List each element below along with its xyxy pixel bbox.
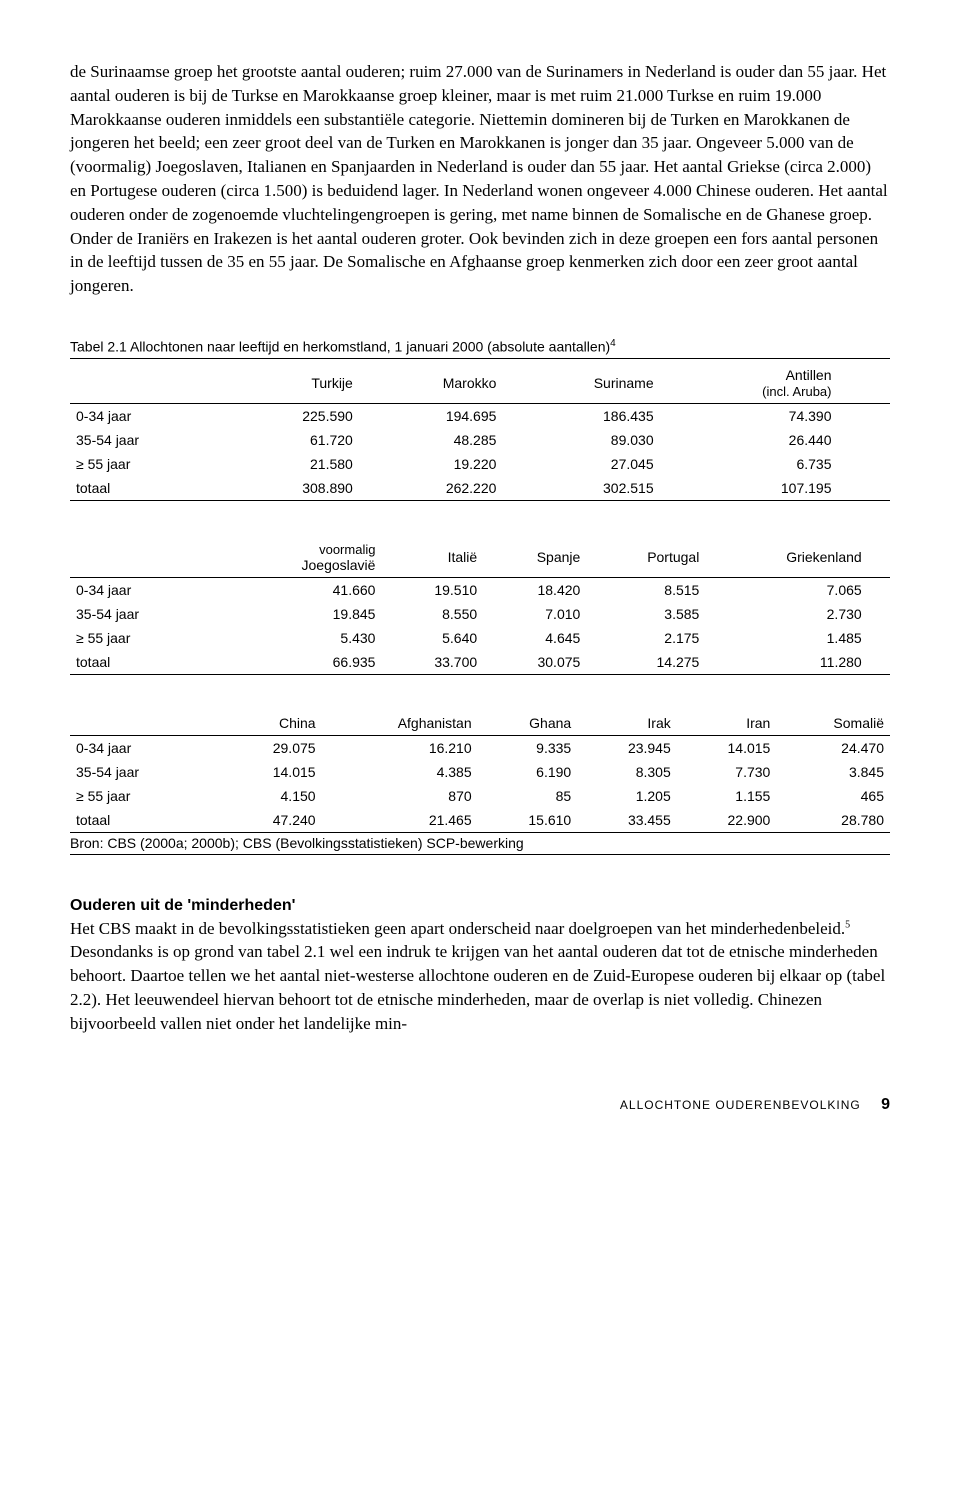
table-row: 35-54 jaar 14.0154.385 6.1908.305 7.7303…	[70, 760, 890, 784]
table-row: totaal 308.890262.220 302.515107.195	[70, 476, 890, 501]
table-row: 35-54 jaar 19.8458.550 7.0103.585 2.730	[70, 602, 890, 626]
col-subheader: (incl. Aruba)	[762, 384, 831, 399]
table-row: 0-34 jaar 225.590194.695 186.43574.390	[70, 403, 890, 428]
table-part-1: Turkije Marokko Suriname Antillen (incl.…	[70, 363, 890, 501]
col-header: Iran	[677, 711, 777, 736]
table-title-text: Tabel 2.1 Allochtonen naar leeftijd en h…	[70, 339, 610, 355]
col-header: Suriname	[502, 363, 659, 404]
col-header: Afghanistan	[322, 711, 478, 736]
col-header: China	[222, 711, 322, 736]
footnote-marker: 5	[845, 919, 850, 930]
body-paragraph-1: de Surinaamse groep het grootste aantal …	[70, 60, 890, 298]
table-row: totaal 66.93533.700 30.07514.275 11.280	[70, 650, 890, 675]
footer-label: ALLOCHTONE OUDERENBEVOLKING	[620, 1098, 861, 1112]
col-header: Somalië	[776, 711, 890, 736]
page-footer: ALLOCHTONE OUDERENBEVOLKING 9	[70, 1096, 890, 1114]
table-row: totaal 47.24021.465 15.61033.455 22.9002…	[70, 808, 890, 833]
body-paragraph-2: Het CBS maakt in de bevolkingsstatistiek…	[70, 917, 890, 1036]
col-header: Griekenland	[705, 537, 867, 578]
table-part-2: voormalig Joegoslavië Italië Spanje Port…	[70, 537, 890, 675]
table-part-3: China Afghanistan Ghana Irak Iran Somali…	[70, 711, 890, 855]
col-header: voormalig Joegoslavië	[222, 537, 381, 578]
table-source: Bron: CBS (2000a; 2000b); CBS (Bevolking…	[70, 833, 890, 855]
table-2-1: Tabel 2.1 Allochtonen naar leeftijd en h…	[70, 338, 890, 501]
table-row: 0-34 jaar 29.07516.210 9.33523.945 14.01…	[70, 735, 890, 760]
col-header: Italië	[381, 537, 483, 578]
col-header: Marokko	[359, 363, 503, 404]
table-row: ≥ 55 jaar 4.150870 851.205 1.155465	[70, 784, 890, 808]
col-header: Portugal	[586, 537, 705, 578]
col-header: Turkije	[222, 363, 359, 404]
section-heading: Ouderen uit de 'minderheden'	[70, 897, 890, 915]
table-row: 0-34 jaar 41.66019.510 18.4208.515 7.065	[70, 577, 890, 602]
table-row: ≥ 55 jaar 5.4305.640 4.6452.175 1.485	[70, 626, 890, 650]
col-header: Spanje	[483, 537, 586, 578]
page-number: 9	[881, 1096, 890, 1113]
table-row: ≥ 55 jaar 21.58019.220 27.0456.735	[70, 452, 890, 476]
table-title: Tabel 2.1 Allochtonen naar leeftijd en h…	[70, 338, 890, 359]
table-title-sup: 4	[610, 338, 616, 349]
col-header: Irak	[577, 711, 677, 736]
table-row: 35-54 jaar 61.72048.285 89.03026.440	[70, 428, 890, 452]
col-header: Antillen (incl. Aruba)	[660, 363, 838, 404]
col-header: Ghana	[478, 711, 578, 736]
